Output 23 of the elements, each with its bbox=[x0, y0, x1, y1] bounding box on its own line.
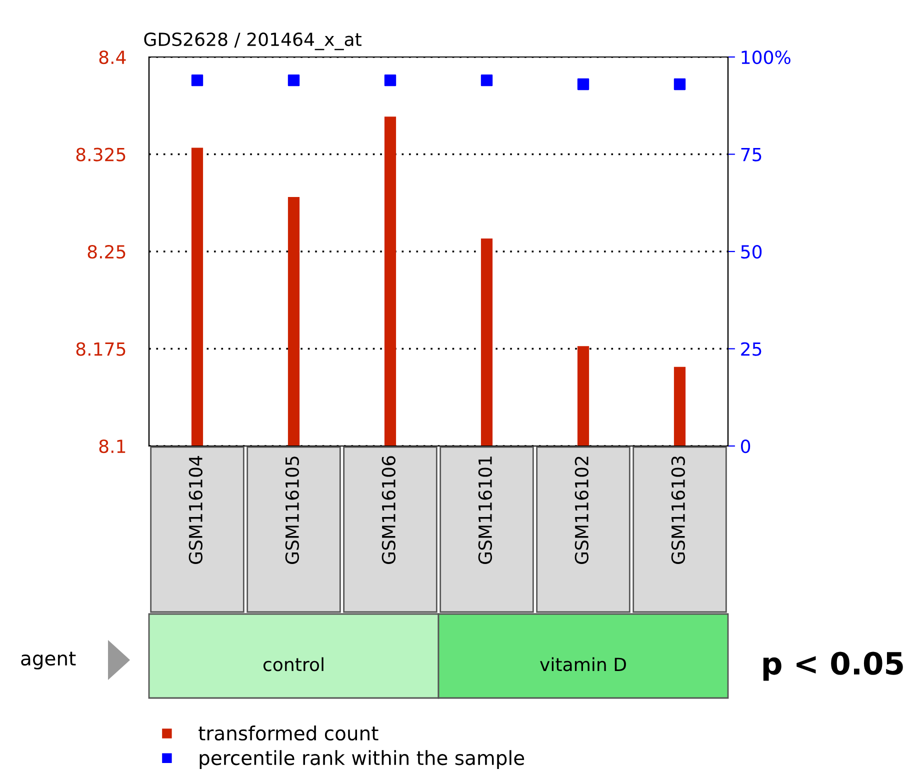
y-tick-label: 8.175 bbox=[76, 342, 126, 356]
x-tick-label: GSM116104 bbox=[188, 456, 202, 564]
y-tick-label: 8.4 bbox=[99, 50, 126, 64]
y-tick-label: 8.1 bbox=[99, 439, 126, 454]
legend-label: transformed count bbox=[198, 726, 378, 741]
chart-title: GDS2628 / 201464_x_at bbox=[144, 32, 362, 50]
text: control bbox=[263, 657, 324, 672]
x-tick-label: GSM116105 bbox=[285, 456, 299, 564]
y-tick-label: 8.325 bbox=[76, 148, 126, 162]
x-tick-label: GSM116103 bbox=[671, 456, 685, 564]
y2-tick-label: 50 bbox=[741, 244, 762, 259]
x-tick-label: GSM116102 bbox=[574, 456, 588, 564]
y2-tick-label: 100% bbox=[742, 50, 790, 64]
text: agent bbox=[21, 652, 76, 670]
x-tick-label: GSM116106 bbox=[382, 456, 396, 564]
text: p < 0.05 bbox=[763, 652, 903, 681]
y2-tick-label: 0 bbox=[740, 439, 750, 454]
y2-tick-label: 75 bbox=[741, 148, 762, 162]
x-tick-label: GSM116101 bbox=[478, 456, 492, 564]
y2-tick-label: 25 bbox=[741, 342, 762, 356]
text: vitamin D bbox=[540, 657, 626, 672]
y-tick-label: 8.25 bbox=[88, 244, 126, 259]
legend-label: percentile rank within the sample bbox=[200, 750, 524, 769]
